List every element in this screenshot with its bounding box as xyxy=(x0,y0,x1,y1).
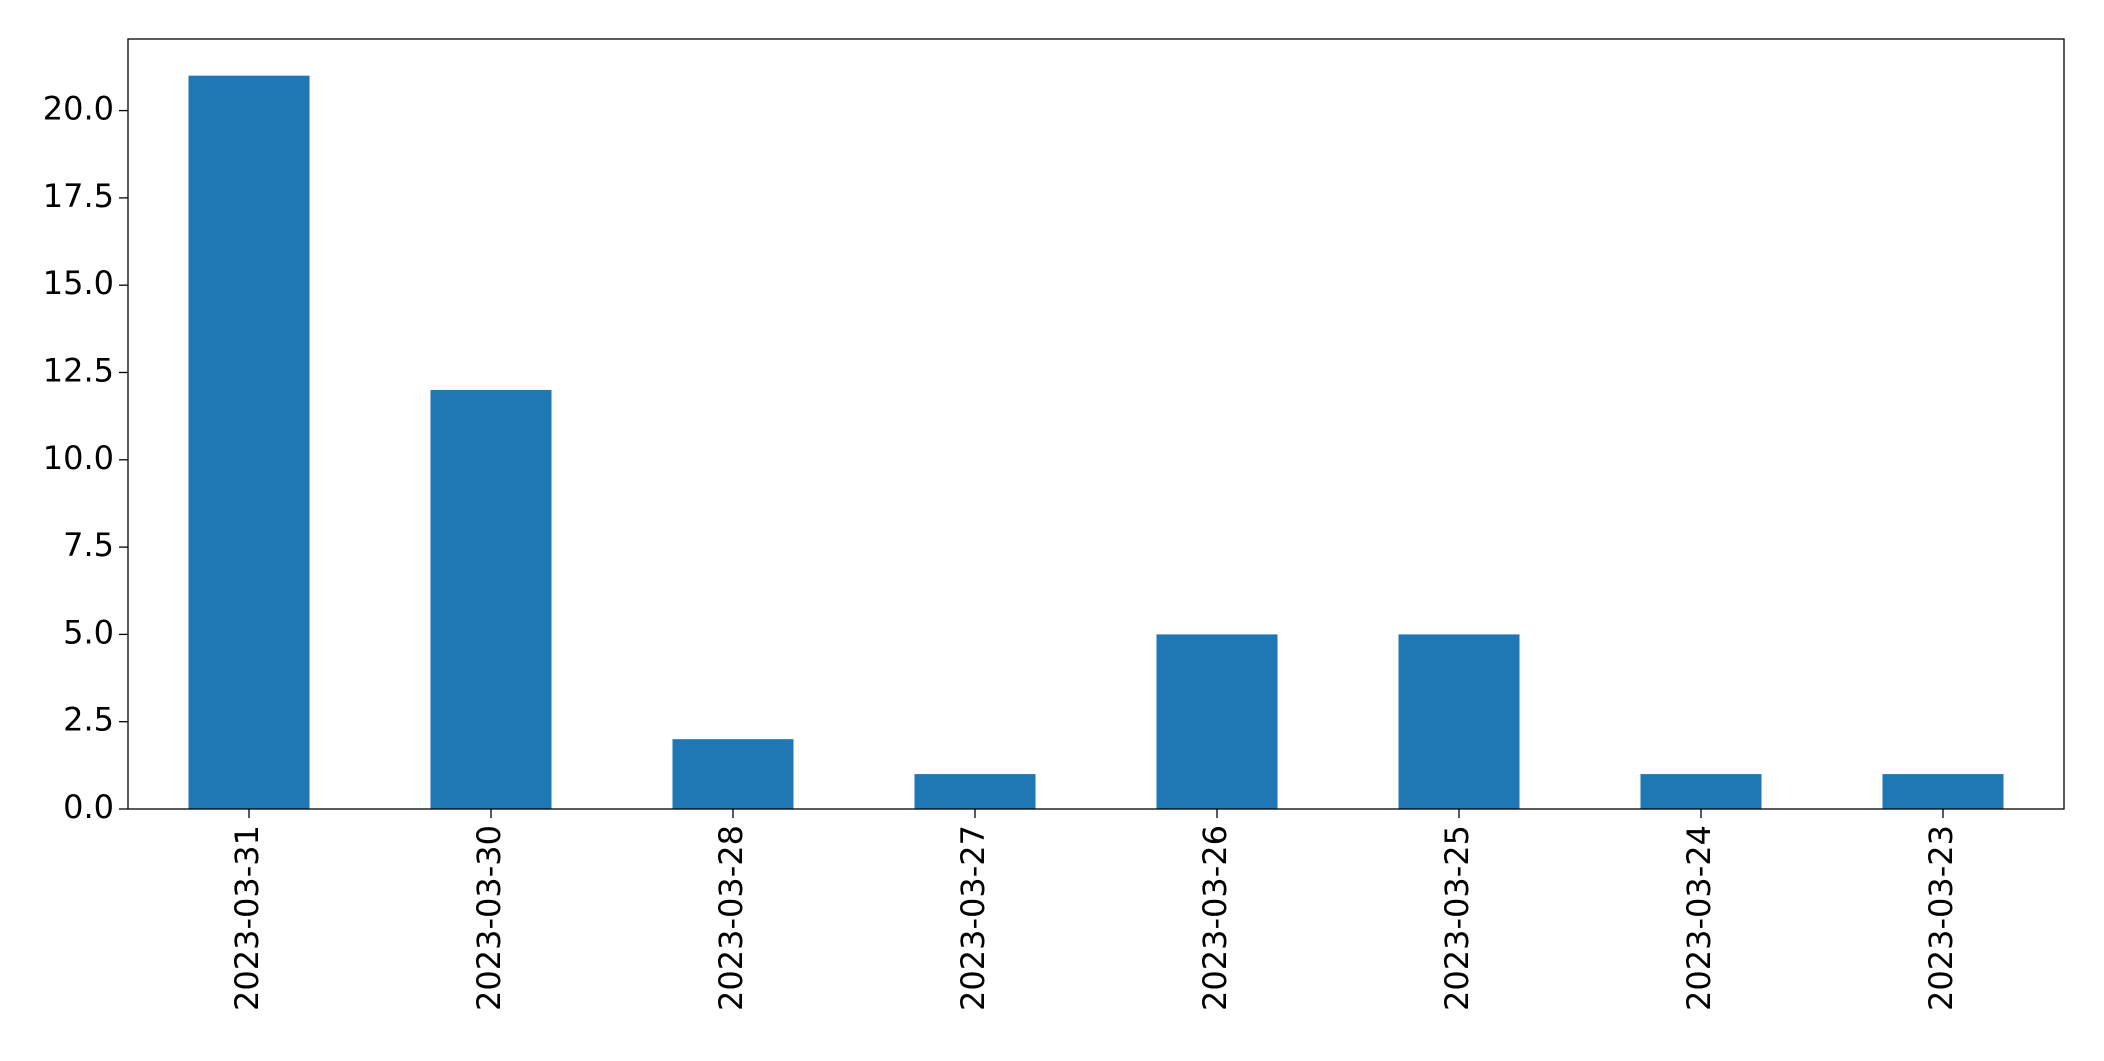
bar xyxy=(1882,774,2004,809)
y-tick-label: 15.0 xyxy=(43,264,114,302)
y-tick-label: 7.5 xyxy=(63,526,114,564)
bar xyxy=(1640,774,1762,809)
bar xyxy=(188,75,310,809)
y-tick-label: 5.0 xyxy=(63,613,114,651)
bar xyxy=(914,774,1036,809)
bar xyxy=(430,389,552,809)
x-tick-label: 2023-03-23 xyxy=(1922,825,1960,1011)
x-tick-label: 2023-03-24 xyxy=(1680,825,1718,1011)
x-tick-label: 2023-03-28 xyxy=(712,825,750,1011)
x-tick-label: 2023-03-26 xyxy=(1196,825,1234,1011)
bar xyxy=(1156,634,1278,809)
x-tick-label: 2023-03-27 xyxy=(954,825,992,1011)
y-tick-label: 20.0 xyxy=(43,90,114,128)
x-tick-label: 2023-03-31 xyxy=(228,825,266,1011)
bar xyxy=(672,739,794,809)
y-tick-label: 10.0 xyxy=(43,439,114,477)
y-tick-label: 0.0 xyxy=(63,788,114,826)
y-tick-label: 17.5 xyxy=(43,177,114,215)
bar xyxy=(1398,634,1520,809)
plot-frame xyxy=(127,38,2065,810)
x-tick-label: 2023-03-25 xyxy=(1438,825,1476,1011)
x-tick-label: 2023-03-30 xyxy=(470,825,508,1011)
y-tick-label: 2.5 xyxy=(63,701,114,739)
y-tick-label: 12.5 xyxy=(43,351,114,389)
